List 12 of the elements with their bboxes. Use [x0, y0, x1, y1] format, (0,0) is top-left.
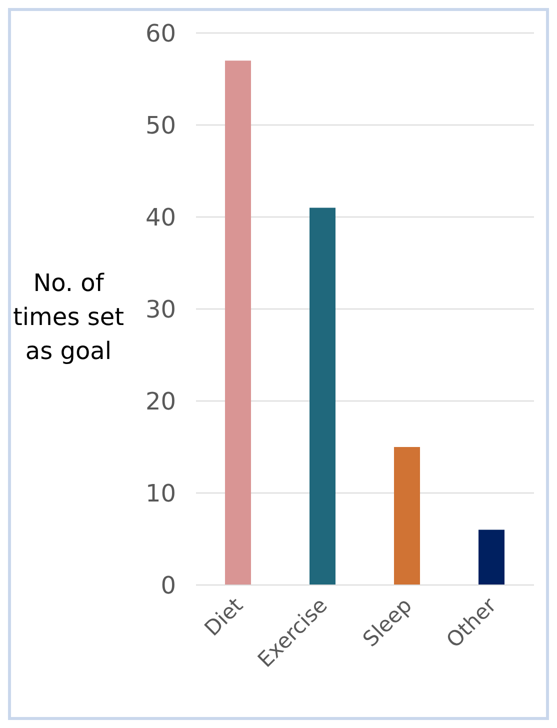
y-tick-label: 0 [160, 572, 176, 600]
y-tick-label: 20 [145, 388, 176, 416]
y-tick-label: 10 [145, 480, 176, 508]
bar [478, 530, 504, 585]
y-tick-label: 40 [145, 204, 176, 232]
y-axis-title: No. of times set as goal [12, 268, 126, 367]
bar [310, 208, 336, 585]
bar [225, 60, 251, 585]
y-tick-label: 50 [145, 112, 176, 140]
bar [394, 447, 420, 585]
y-tick-label: 60 [145, 20, 176, 48]
y-tick-label: 30 [145, 296, 176, 324]
